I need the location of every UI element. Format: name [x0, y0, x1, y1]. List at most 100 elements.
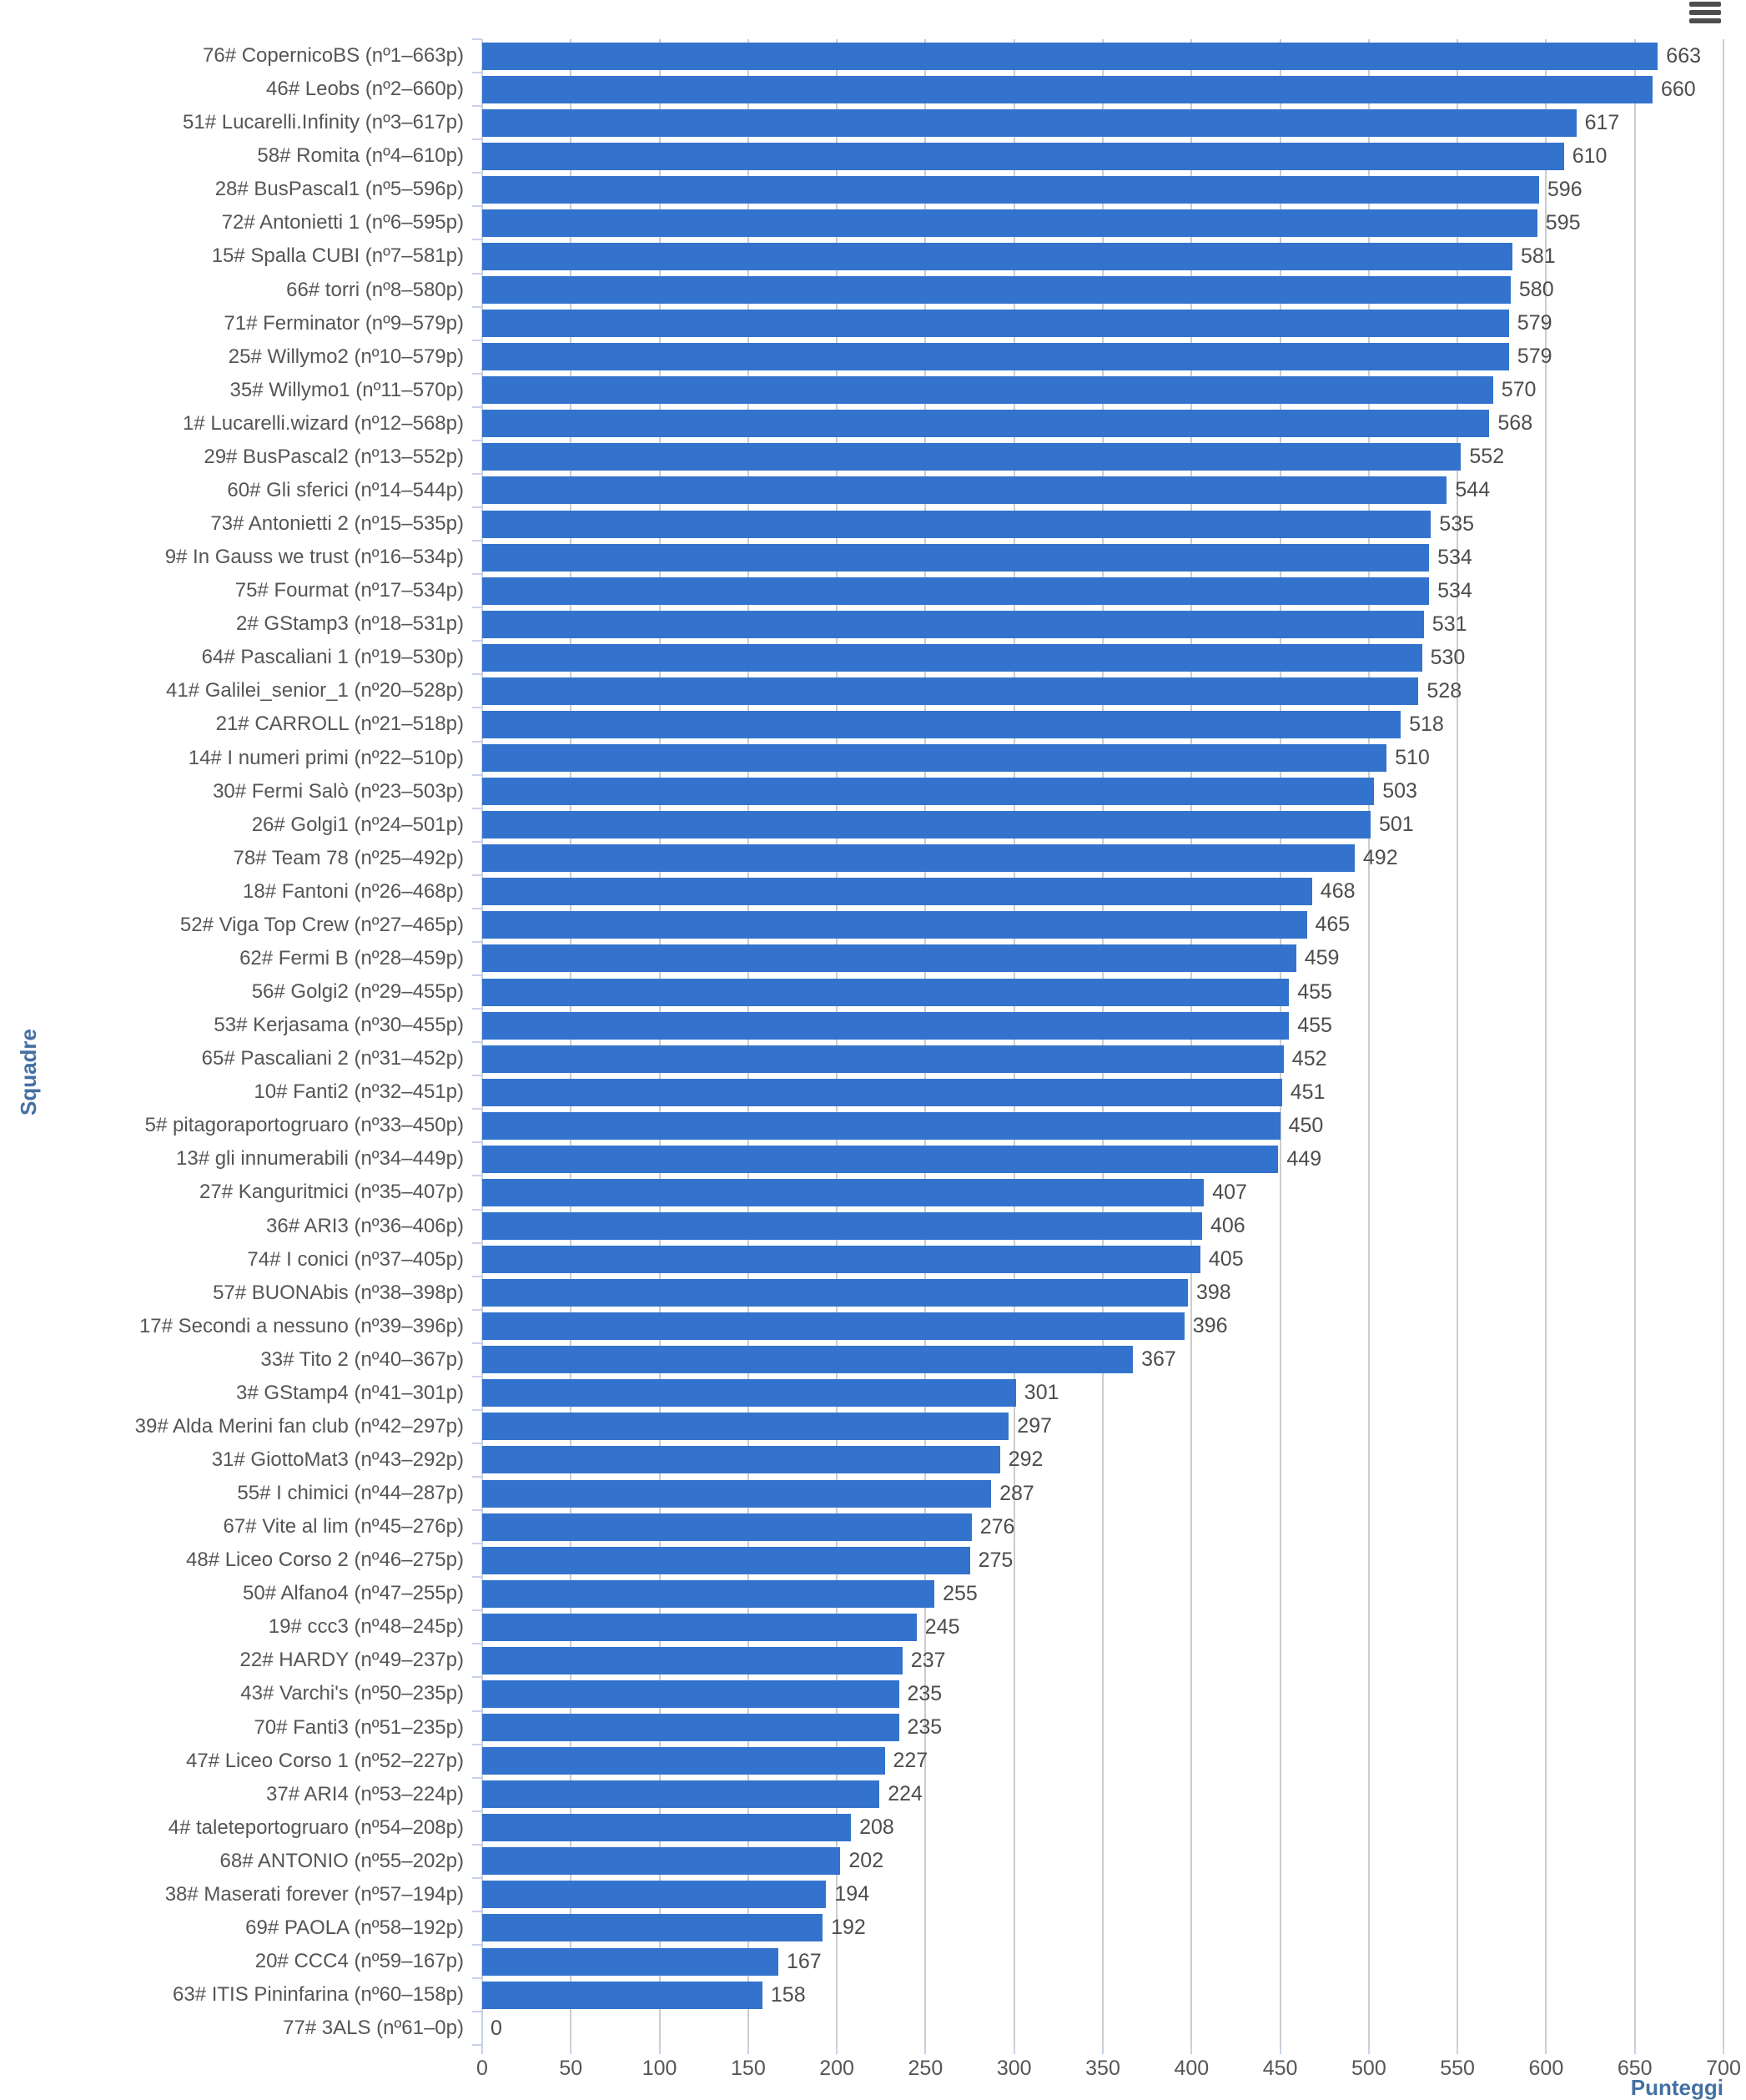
bar[interactable]	[482, 1312, 1185, 1341]
bar[interactable]	[482, 376, 1493, 405]
x-axis-tick	[1013, 2045, 1015, 2055]
bar[interactable]	[482, 844, 1355, 873]
bar-row: 25# Willymo2 (nº10–579p) 579	[0, 340, 1746, 374]
gridline	[1279, 39, 1281, 2046]
bar[interactable]	[482, 276, 1511, 304]
bar[interactable]	[482, 142, 1564, 170]
bar[interactable]	[482, 1212, 1202, 1240]
bar[interactable]	[482, 1045, 1284, 1073]
bar[interactable]	[482, 209, 1537, 237]
category-label: 43# Varchi's (nº50–235p)	[240, 1682, 464, 1705]
bar[interactable]	[482, 1546, 970, 1574]
category-label: 65# Pascaliani 2 (nº31–452p)	[201, 1047, 464, 1070]
bar[interactable]	[482, 1947, 778, 1976]
value-label: 398	[1196, 1281, 1231, 1305]
bar[interactable]	[482, 410, 1490, 438]
bar[interactable]	[482, 42, 1658, 70]
y-axis-tick	[472, 372, 482, 375]
y-axis-tick	[472, 1676, 482, 1679]
value-label: 224	[888, 1782, 923, 1806]
bar-row: 51# Lucarelli.Infinity (nº3–617p) 617	[0, 106, 1746, 139]
category-label: 70# Fanti3 (nº51–235p)	[254, 1715, 464, 1739]
value-label: 568	[1497, 411, 1533, 436]
value-label: 449	[1286, 1146, 1322, 1171]
bar[interactable]	[482, 1780, 880, 1809]
category-label: 41# Galilei_senior_1 (nº20–528p)	[165, 679, 464, 703]
bar[interactable]	[482, 1246, 1200, 1273]
category-label: 9# In Gauss we trust (nº16–534p)	[164, 546, 464, 569]
bar[interactable]	[482, 1011, 1290, 1040]
bar[interactable]	[482, 944, 1296, 973]
bar-row: 73# Antonietti 2 (nº15–535p) 535	[0, 507, 1746, 541]
bar[interactable]	[482, 1279, 1188, 1307]
value-label: 255	[943, 1581, 978, 1605]
bar[interactable]	[482, 811, 1371, 839]
chart-context-menu-button[interactable]	[1689, 2, 1721, 25]
bar[interactable]	[482, 1814, 852, 1842]
category-label: 1# Lucarelli.wizard (nº12–568p)	[183, 411, 464, 435]
bar[interactable]	[482, 242, 1512, 270]
bar-row: 37# ARI4 (nº53–224p) 224	[0, 1778, 1746, 1811]
y-axis-tick	[472, 1141, 482, 1144]
bar[interactable]	[482, 543, 1430, 572]
bar-row: 39# Alda Merini fan club (nº42–297p) 297	[0, 1410, 1746, 1443]
bar[interactable]	[482, 1981, 762, 2009]
bar[interactable]	[482, 1579, 935, 1608]
bar[interactable]	[482, 778, 1375, 805]
bar[interactable]	[482, 1613, 917, 1641]
bar[interactable]	[482, 1881, 827, 1909]
bar[interactable]	[482, 1714, 899, 1741]
bar[interactable]	[482, 643, 1422, 672]
bar[interactable]	[482, 577, 1430, 605]
bar[interactable]	[482, 75, 1653, 103]
value-label: 610	[1572, 144, 1608, 168]
bar[interactable]	[482, 911, 1307, 939]
gridline	[1723, 39, 1724, 2046]
value-label: 528	[1426, 678, 1462, 703]
value-label: 492	[1362, 846, 1398, 870]
bar[interactable]	[482, 1413, 1009, 1441]
bar[interactable]	[482, 1145, 1279, 1173]
gridline	[1545, 39, 1547, 2046]
x-tick-label: 300	[996, 2057, 1032, 2081]
bar[interactable]	[482, 978, 1290, 1006]
bar[interactable]	[482, 1513, 972, 1541]
bar[interactable]	[482, 1646, 903, 1674]
bar[interactable]	[482, 1346, 1134, 1374]
y-axis-tick	[472, 907, 482, 909]
bar[interactable]	[482, 710, 1401, 738]
bar[interactable]	[482, 1914, 823, 1942]
bar[interactable]	[482, 1847, 841, 1876]
y-axis-tick	[472, 305, 482, 308]
bar[interactable]	[482, 1446, 1000, 1474]
bar[interactable]	[482, 1679, 899, 1708]
category-label: 77# 3ALS (nº61–0p)	[283, 2017, 464, 2040]
bar[interactable]	[482, 510, 1432, 538]
bar[interactable]	[482, 677, 1419, 705]
bar[interactable]	[482, 1379, 1016, 1408]
value-label: 208	[859, 1815, 894, 1840]
bar[interactable]	[482, 1178, 1205, 1206]
bar-row: 3# GStamp4 (nº41–301p) 301	[0, 1377, 1746, 1410]
bar[interactable]	[482, 476, 1447, 505]
bar[interactable]	[482, 610, 1424, 638]
value-label: 0	[491, 2016, 502, 2040]
bar[interactable]	[482, 175, 1539, 204]
bar[interactable]	[482, 744, 1387, 772]
y-axis-line	[481, 39, 483, 2046]
bar[interactable]	[482, 878, 1312, 906]
bar[interactable]	[482, 310, 1509, 338]
category-label: 67# Vite al lim (nº45–276p)	[223, 1515, 464, 1538]
value-label: 237	[910, 1648, 946, 1672]
bar[interactable]	[482, 1479, 992, 1508]
bar[interactable]	[482, 1111, 1281, 1140]
bar[interactable]	[482, 1747, 885, 1775]
bar[interactable]	[482, 343, 1509, 371]
bar[interactable]	[482, 1078, 1282, 1106]
bar[interactable]	[482, 443, 1462, 471]
value-label: 459	[1304, 946, 1340, 970]
bar[interactable]	[482, 108, 1577, 137]
category-label: 48# Liceo Corso 2 (nº46–275p)	[186, 1549, 464, 1572]
bar-row: 77# 3ALS (nº61–0p) 0	[0, 2012, 1746, 2045]
category-label: 21# CARROLL (nº21–518p)	[215, 713, 464, 736]
